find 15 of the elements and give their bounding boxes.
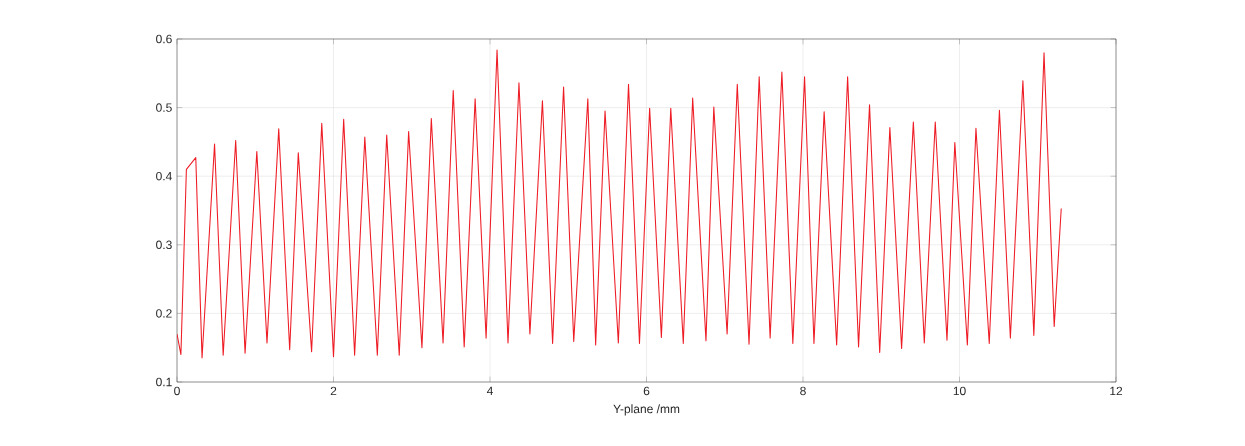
y-tick-label: 0.3 — [156, 240, 172, 250]
y-tick-label: 0.2 — [156, 309, 172, 318]
x-tick-label: 10 — [953, 386, 966, 396]
y-tick-label: 0.6 — [156, 34, 172, 44]
line-series — [177, 49, 1062, 359]
y-tick-label: 0.5 — [156, 103, 172, 112]
x-tick-label: 2 — [330, 386, 337, 396]
y-tick-label: 0.4 — [156, 171, 172, 181]
x-axis-title: Y-plane /mm — [613, 404, 680, 416]
x-tick-label: 6 — [643, 386, 650, 396]
y-tick-label: 0.1 — [156, 377, 172, 387]
x-tick-label: 12 — [1110, 386, 1123, 396]
x-tick-label: 8 — [800, 386, 806, 396]
x-tick-label: 0 — [174, 386, 180, 396]
x-tick-label: 4 — [486, 386, 493, 395]
